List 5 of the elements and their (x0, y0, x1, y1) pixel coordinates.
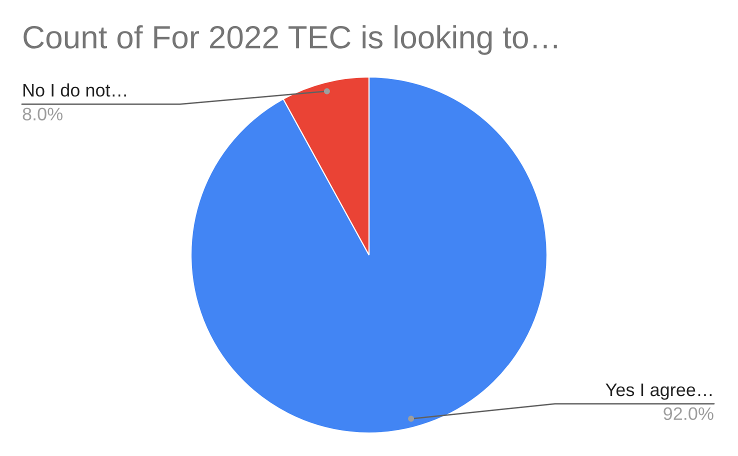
chart-title: Count of For 2022 TEC is looking to… (24, 25, 557, 55)
data-label: 92.0% (664, 407, 714, 420)
data-label: 8.0% (22, 108, 63, 120)
slice-label: No I do not… (23, 83, 126, 97)
slice-label: Yes I agree… (606, 384, 712, 400)
